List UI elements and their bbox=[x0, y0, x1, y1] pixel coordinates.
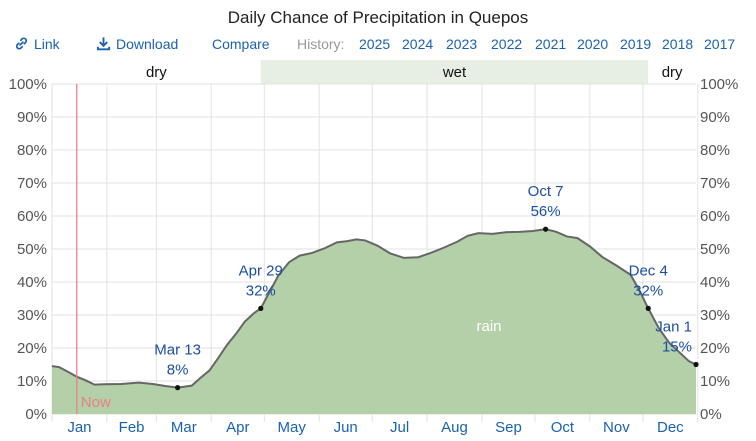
season-label-dry-2: dry bbox=[662, 64, 683, 81]
rain-area bbox=[52, 229, 696, 414]
x-tick-label: Oct bbox=[551, 419, 575, 436]
y-tick-label-right: 20% bbox=[700, 340, 730, 357]
x-tick-label: Dec bbox=[657, 419, 684, 436]
y-tick-label-right: 60% bbox=[700, 208, 730, 225]
annotation-value-0: 8% bbox=[167, 362, 189, 379]
annotation-value-3: 32% bbox=[633, 282, 663, 299]
annotation-value-2: 56% bbox=[531, 203, 561, 220]
history-year-2025[interactable]: 2025 bbox=[359, 36, 391, 52]
link-icon bbox=[15, 37, 28, 50]
annotation-date-3: Dec 4 bbox=[629, 262, 668, 279]
y-tick-label-left: 20% bbox=[17, 340, 47, 357]
y-tick-label-left: 90% bbox=[17, 109, 47, 126]
x-tick-label: Jun bbox=[334, 419, 358, 436]
y-tick-label-left: 10% bbox=[17, 373, 47, 390]
y-tick-label-left: 30% bbox=[17, 307, 47, 324]
history-label: History: bbox=[297, 36, 345, 52]
series-label-rain: rain bbox=[476, 318, 501, 335]
y-tick-label-right: 40% bbox=[700, 274, 730, 291]
y-tick-label-right: 80% bbox=[700, 142, 730, 159]
annotation-point bbox=[258, 305, 264, 311]
y-tick-label-right: 90% bbox=[700, 109, 730, 126]
y-tick-label-left: 100% bbox=[9, 76, 47, 93]
download-icon bbox=[96, 37, 111, 51]
rain-line bbox=[51, 228, 697, 389]
link-label: Link bbox=[34, 36, 60, 52]
y-tick-label-right: 100% bbox=[700, 76, 738, 93]
y-tick-label-right: 50% bbox=[700, 241, 730, 258]
y-tick-label-left: 80% bbox=[17, 142, 47, 159]
annotation-date-0: Mar 13 bbox=[154, 342, 201, 359]
compare-button[interactable]: Compare bbox=[212, 36, 270, 52]
annotation-value-4: 15% bbox=[662, 339, 692, 356]
x-tick-label: May bbox=[278, 419, 307, 436]
x-tick-label: Feb bbox=[119, 419, 145, 436]
download-button[interactable]: Download bbox=[96, 36, 178, 52]
history-year-2020[interactable]: 2020 bbox=[577, 36, 609, 52]
x-tick-label: Mar bbox=[171, 419, 197, 436]
history-year-2017[interactable]: 2017 bbox=[704, 36, 736, 52]
annotation-point bbox=[175, 385, 181, 391]
now-marker-label: Now bbox=[81, 394, 111, 411]
season-label-wet-1: wet bbox=[442, 64, 467, 81]
y-tick-label-right: 0% bbox=[700, 406, 722, 423]
x-tick-label: Apr bbox=[226, 419, 249, 436]
history-year-2024[interactable]: 2024 bbox=[402, 36, 434, 52]
annotation-point bbox=[645, 305, 651, 311]
y-tick-label-left: 70% bbox=[17, 175, 47, 192]
download-label: Download bbox=[116, 36, 179, 52]
y-tick-label-left: 60% bbox=[17, 208, 47, 225]
annotation-point bbox=[693, 361, 699, 368]
y-tick-label-left: 0% bbox=[25, 406, 47, 423]
y-tick-label-right: 30% bbox=[700, 307, 730, 324]
y-tick-label-right: 70% bbox=[700, 175, 730, 192]
x-tick-label: Nov bbox=[603, 419, 630, 436]
y-tick-label-left: 40% bbox=[17, 274, 47, 291]
x-tick-label: Jan bbox=[67, 419, 91, 436]
annotation-point bbox=[543, 226, 549, 232]
toolbar: Link Download Compare History: 2025 2024… bbox=[0, 36, 756, 56]
x-tick-label: Aug bbox=[441, 419, 468, 436]
season-label-dry-0: dry bbox=[146, 64, 167, 81]
annotation-date-2: Oct 7 bbox=[528, 183, 564, 200]
y-tick-label-left: 50% bbox=[17, 241, 47, 258]
history-year-2023[interactable]: 2023 bbox=[446, 36, 478, 52]
link-button[interactable]: Link bbox=[14, 36, 60, 52]
x-tick-label: Sep bbox=[495, 419, 522, 436]
history-year-2021[interactable]: 2021 bbox=[535, 36, 567, 52]
history-year-2022[interactable]: 2022 bbox=[491, 36, 523, 52]
annotation-date-4: Jan 1 bbox=[655, 319, 692, 336]
season-band-wet bbox=[260, 60, 649, 84]
y-tick-label-right: 10% bbox=[700, 373, 730, 390]
chart-title: Daily Chance of Precipitation in Quepos bbox=[227, 8, 529, 27]
history-year-2018[interactable]: 2018 bbox=[662, 36, 694, 52]
history-year-2019[interactable]: 2019 bbox=[620, 36, 652, 52]
x-tick-label: Jul bbox=[390, 419, 409, 436]
annotation-value-1: 32% bbox=[246, 282, 276, 299]
annotation-date-1: Apr 29 bbox=[239, 262, 283, 279]
